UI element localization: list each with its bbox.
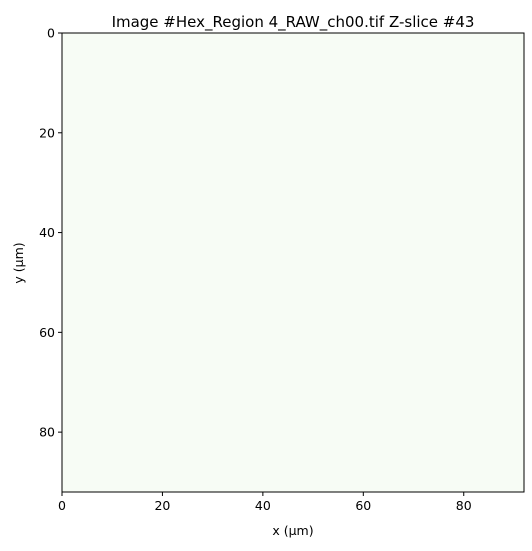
- y-tick-label: 0: [47, 26, 55, 41]
- y-tick-label: 80: [39, 425, 55, 440]
- y-tick-label: 40: [39, 225, 55, 240]
- x-tick-label: 0: [58, 498, 66, 513]
- image-heatmap: [62, 33, 524, 492]
- chart-title: Image #Hex_Region 4_RAW_ch00.tif Z-slice…: [112, 13, 475, 32]
- x-tick-label: 20: [154, 498, 170, 513]
- x-axis-label: x (μm): [272, 523, 313, 538]
- y-tick-label: 20: [39, 125, 55, 140]
- x-tick-label: 40: [255, 498, 271, 513]
- x-tick-label: 60: [355, 498, 371, 513]
- x-axis-ticks: 0 20 40 60 80: [58, 492, 472, 513]
- y-axis-ticks: 0 20 40 60 80: [39, 26, 62, 440]
- x-tick-label: 80: [456, 498, 472, 513]
- axes-frame: [61, 32, 525, 493]
- y-axis-label: y (μm): [11, 242, 26, 283]
- y-tick-label: 60: [39, 325, 55, 340]
